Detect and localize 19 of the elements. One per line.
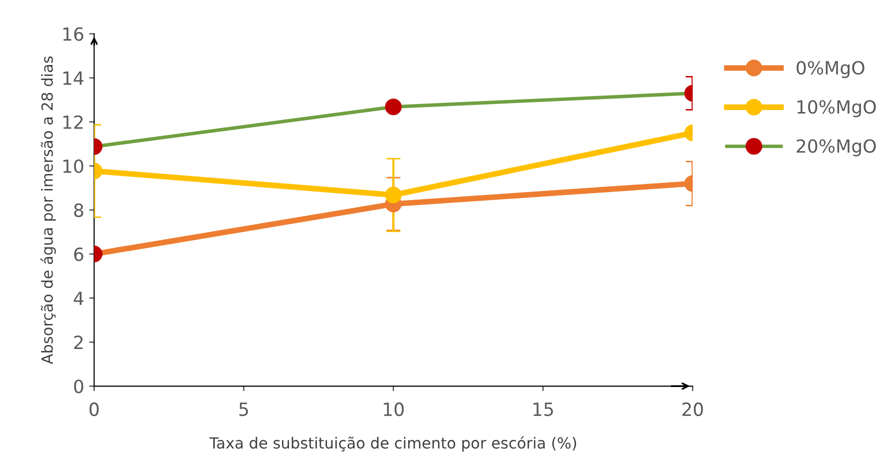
y-tick-label: 10 bbox=[63, 159, 84, 174]
y-tick-label: 6 bbox=[74, 247, 84, 262]
legend-label: 0%MgO bbox=[796, 60, 864, 78]
y-tick-label: 2 bbox=[74, 336, 83, 349]
legend-label: 20%MgO bbox=[796, 139, 876, 156]
y-axis-title: Absorção de água por imersão a 28 dias bbox=[40, 56, 56, 364]
legend-label: 10%MgO bbox=[797, 100, 876, 118]
x-tick-label: 0 bbox=[90, 402, 99, 416]
x-axis-title: Taxa de substituição de cimento por escória (%) bbox=[209, 436, 576, 452]
x-tick-label: 10 bbox=[384, 402, 404, 416]
y-tick-label: 12 bbox=[63, 115, 83, 129]
y-tick-label: 4 bbox=[74, 292, 84, 305]
x-tick-label: 20 bbox=[682, 402, 703, 416]
y-tick-label: 8 bbox=[74, 203, 84, 218]
x-tick-label: 15 bbox=[534, 402, 553, 416]
y-tick-label: 0 bbox=[74, 380, 84, 394]
x-tick-label: 5 bbox=[239, 402, 248, 416]
y-tick-label: 16 bbox=[63, 27, 84, 41]
y-tick-label: 14 bbox=[63, 72, 84, 85]
